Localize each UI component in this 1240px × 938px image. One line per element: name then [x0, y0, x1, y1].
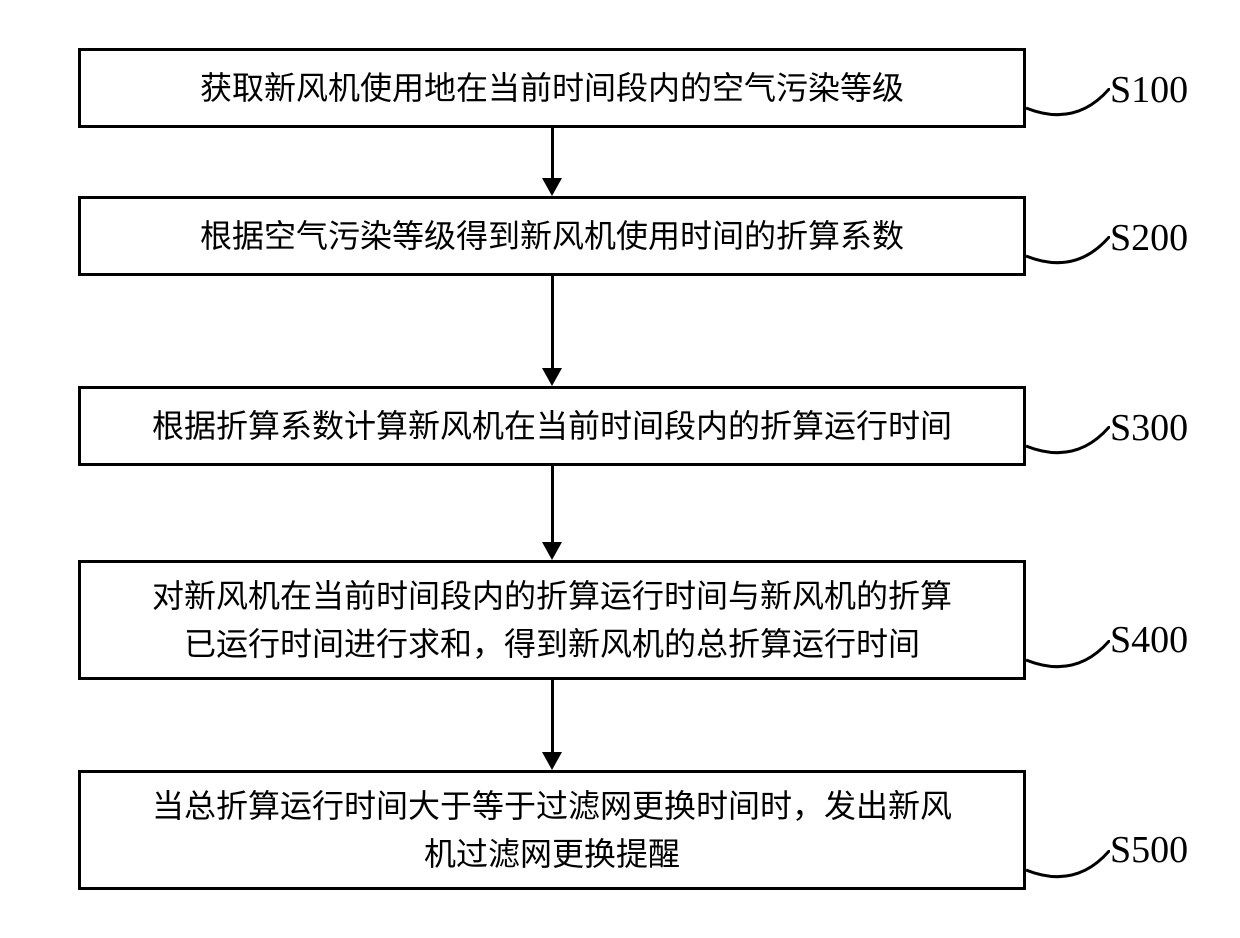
connector-s100: [1026, 88, 1110, 128]
arrow-s200-s300: [551, 276, 554, 368]
arrow-head-s400-s500: [542, 752, 562, 770]
arrow-s400-s500: [551, 680, 554, 752]
step-box-s400: 对新风机在当前时间段内的折算运行时间与新风机的折算 已运行时间进行求和，得到新风…: [78, 560, 1026, 680]
step-box-s100: 获取新风机使用地在当前时间段内的空气污染等级: [78, 48, 1026, 128]
step-text-s200: 根据空气污染等级得到新风机使用时间的折算系数: [200, 212, 904, 260]
step-box-s300: 根据折算系数计算新风机在当前时间段内的折算运行时间: [78, 386, 1026, 466]
connector-s500: [1026, 850, 1110, 890]
step-box-s200: 根据空气污染等级得到新风机使用时间的折算系数: [78, 196, 1026, 276]
arrow-head-s200-s300: [542, 368, 562, 386]
step-text-s500: 当总折算运行时间大于等于过滤网更换时间时，发出新风 机过滤网更换提醒: [152, 782, 952, 878]
step-label-s300: S300: [1110, 406, 1188, 450]
step-text-s100: 获取新风机使用地在当前时间段内的空气污染等级: [200, 64, 904, 112]
step-text-s400: 对新风机在当前时间段内的折算运行时间与新风机的折算 已运行时间进行求和，得到新风…: [152, 572, 952, 668]
arrow-s300-s400: [551, 466, 554, 542]
step-label-s100: S100: [1110, 68, 1188, 112]
step-box-s500: 当总折算运行时间大于等于过滤网更换时间时，发出新风 机过滤网更换提醒: [78, 770, 1026, 890]
arrow-s100-s200: [551, 128, 554, 178]
connector-s200: [1026, 236, 1110, 276]
connector-s300: [1026, 426, 1110, 466]
arrow-head-s300-s400: [542, 542, 562, 560]
step-label-s500: S500: [1110, 828, 1188, 872]
flowchart-container: 获取新风机使用地在当前时间段内的空气污染等级 S100 根据空气污染等级得到新风…: [0, 0, 1240, 938]
step-label-s200: S200: [1110, 216, 1188, 260]
connector-s400: [1026, 640, 1110, 680]
step-text-s300: 根据折算系数计算新风机在当前时间段内的折算运行时间: [152, 402, 952, 450]
step-label-s400: S400: [1110, 618, 1188, 662]
arrow-head-s100-s200: [542, 178, 562, 196]
